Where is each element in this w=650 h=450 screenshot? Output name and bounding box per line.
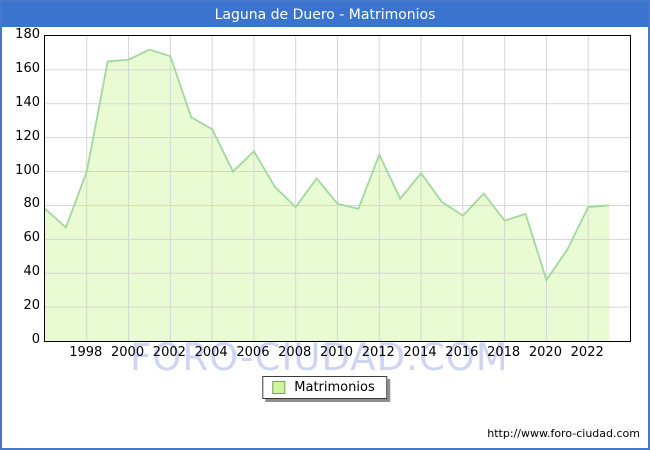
x-tick-label: 2022 xyxy=(570,345,604,360)
y-tick-label: 140 xyxy=(15,94,40,110)
series-line xyxy=(45,48,610,283)
area-chart xyxy=(45,36,630,341)
x-tick-label: 2020 xyxy=(528,345,562,360)
x-tick-label: 2014 xyxy=(403,345,437,360)
y-tick-label: 20 xyxy=(23,298,40,314)
x-tick-label: 2018 xyxy=(487,345,521,360)
footer-url-link[interactable]: http://www.foro-ciudad.com xyxy=(487,427,640,440)
x-tick-label: 2002 xyxy=(152,345,186,360)
y-tick-label: 80 xyxy=(23,196,40,212)
title-bar: Laguna de Duero - Matrimonios xyxy=(2,2,648,27)
x-tick-label: 2010 xyxy=(319,345,354,360)
x-tick-label: 2012 xyxy=(361,345,395,360)
series-area-fill xyxy=(45,49,610,341)
x-tick-label: 2008 xyxy=(278,345,312,360)
y-tick-label: 40 xyxy=(23,264,40,280)
y-tick-label: 160 xyxy=(15,60,40,76)
y-tick-label: 0 xyxy=(31,332,40,347)
legend-box: Matrimonios xyxy=(262,376,388,399)
y-tick-label: 120 xyxy=(15,128,40,144)
legend-swatch-icon xyxy=(272,381,286,394)
x-tick-label: 2016 xyxy=(445,345,479,360)
legend-label: Matrimonios xyxy=(294,380,375,395)
y-tick-label: 60 xyxy=(23,230,40,246)
x-tick-label: 2004 xyxy=(194,345,228,360)
chart-title: Laguna de Duero - Matrimonios xyxy=(214,6,436,23)
x-tick-label: 1998 xyxy=(69,345,103,360)
y-tick-label: 100 xyxy=(15,162,40,178)
plot-area xyxy=(44,35,631,342)
x-tick-label: 2000 xyxy=(111,345,145,360)
y-tick-label: 180 xyxy=(15,27,40,42)
x-tick-label: 2006 xyxy=(236,345,270,360)
